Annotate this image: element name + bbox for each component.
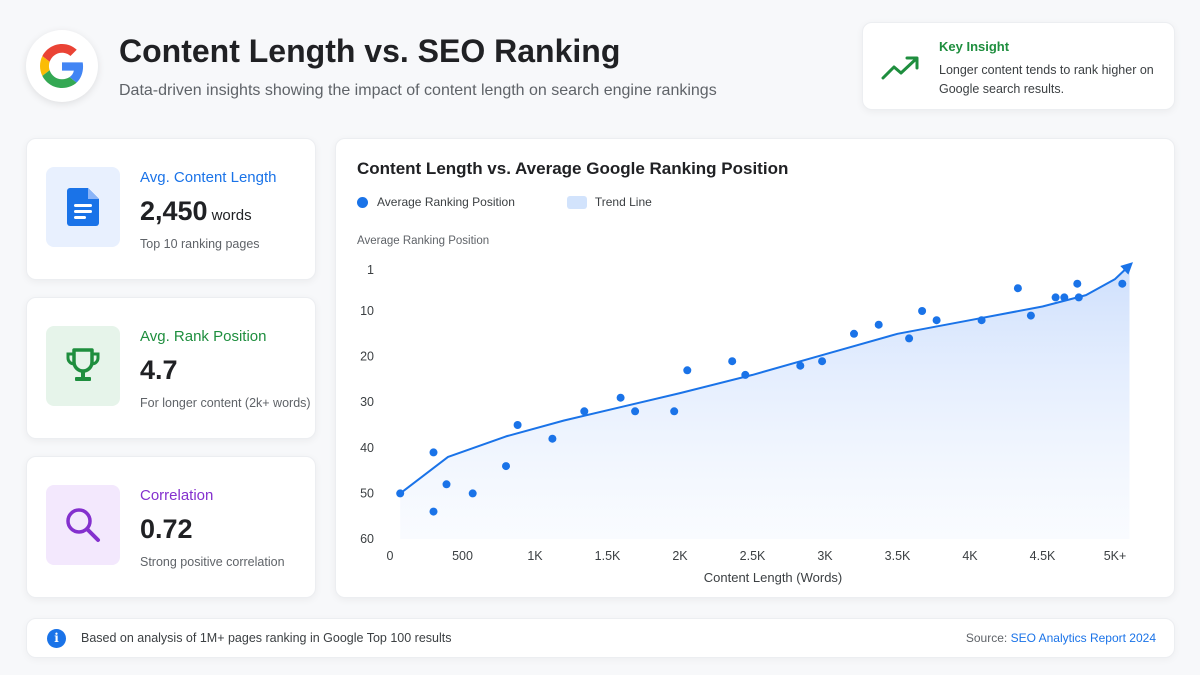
- data-point: [818, 357, 827, 366]
- x-tick-label: 500: [452, 549, 473, 563]
- chart-card: Content Length vs. Average Google Rankin…: [335, 138, 1175, 598]
- data-point: [1118, 279, 1127, 288]
- x-tick-label: 4.5K: [1030, 549, 1056, 563]
- stat-note: Strong positive correlation: [140, 555, 285, 569]
- data-point: [631, 407, 640, 416]
- y-tick-label: 20: [360, 350, 374, 364]
- data-point: [670, 407, 679, 416]
- footer-source: Source: SEO Analytics Report 2024: [966, 631, 1156, 645]
- y-axis-title: Average Ranking Position: [357, 235, 489, 247]
- data-point: [442, 480, 451, 489]
- data-point: [396, 489, 405, 498]
- trending-up-icon: [881, 56, 919, 80]
- stat-icon-box: [46, 167, 120, 247]
- x-tick-label: 3.5K: [885, 549, 911, 563]
- stat-value: 4.7: [140, 355, 178, 386]
- stat-card-correlation: Correlation 0.72 Strong positive correla…: [26, 456, 316, 598]
- page-subtitle: Data-driven insights showing the impact …: [119, 82, 717, 99]
- x-tick-label: 4K: [962, 549, 978, 563]
- legend-swatch-points: [357, 196, 368, 208]
- stat-card-rank-position: Avg. Rank Position 4.7 For longer conten…: [26, 297, 316, 439]
- google-logo: [26, 30, 98, 102]
- stat-value-unit: words: [211, 207, 252, 224]
- data-point: [932, 316, 941, 325]
- plot-area: 1 10 20 30 40 50 60 0 500 1K 1.5K 2K 2.5K 3K 3.5K 4K 4.5…: [360, 262, 1133, 563]
- legend-swatch-trend: [566, 195, 587, 209]
- scatter-chart: Average Ranking Position Content Length …: [357, 235, 1133, 585]
- data-point: [1051, 293, 1060, 302]
- stat-icon-box: [46, 326, 120, 406]
- stat-card-content-length: Avg. Content Length 2,450 words Top 10 ra…: [26, 138, 316, 280]
- y-tick-label: 60: [360, 532, 374, 546]
- data-point: [1074, 293, 1083, 302]
- data-point: [616, 393, 625, 402]
- x-tick-label: 5K+: [1104, 549, 1127, 563]
- y-tick-label: 1: [367, 263, 374, 277]
- key-insight-card: Key Insight Longer content tends to rank…: [862, 22, 1175, 110]
- x-axis-title: Content Length (Words): [704, 570, 843, 585]
- key-insight-text: Longer content tends to rank higher on G…: [939, 63, 1154, 96]
- data-point: [502, 462, 510, 471]
- trophy-icon: [66, 348, 100, 381]
- data-point: [850, 329, 858, 338]
- legend-label-trend: Trend Line: [594, 195, 652, 209]
- document-icon: [67, 188, 99, 226]
- stat-value-number: 0.72: [140, 514, 193, 544]
- data-point: [429, 448, 438, 457]
- stat-label: Correlation: [140, 487, 214, 504]
- y-tick-label: 40: [360, 441, 374, 455]
- data-point: [468, 489, 477, 498]
- footer-source-label: Source:: [965, 631, 1008, 645]
- data-point: [796, 361, 805, 370]
- key-insight-title: Key Insight: [939, 39, 1010, 54]
- data-point: [728, 357, 737, 366]
- footer-source-link[interactable]: SEO Analytics Report 2024: [1010, 631, 1156, 645]
- trend-area: [400, 265, 1130, 539]
- data-point: [429, 507, 438, 516]
- stat-value-number: 2,450: [140, 196, 208, 226]
- data-point: [977, 316, 986, 325]
- data-point: [548, 434, 557, 443]
- y-tick-label: 30: [360, 395, 374, 409]
- stat-label: Avg. Content Length: [140, 169, 277, 186]
- stat-icon-box: [46, 485, 120, 565]
- data-point: [918, 307, 927, 315]
- stat-note: Top 10 ranking pages: [140, 237, 260, 251]
- y-tick-label: 50: [360, 486, 374, 500]
- data-point: [580, 407, 589, 416]
- search-icon: [66, 508, 100, 542]
- page-title: Content Length vs. SEO Ranking: [119, 33, 621, 69]
- stat-value: 2,450 words: [140, 196, 252, 227]
- legend-label-points: Average Ranking Position: [377, 195, 515, 209]
- chart-legend: Average Ranking Position Trend Line: [357, 195, 652, 209]
- data-point: [874, 320, 883, 329]
- y-tick-label: 10: [360, 304, 374, 318]
- data-point: [683, 366, 692, 375]
- x-tick-label: 2.5K: [740, 549, 766, 563]
- x-tick-label: 2K: [672, 549, 688, 563]
- stat-value-number: 4.7: [140, 355, 178, 385]
- google-g-icon: [40, 44, 84, 88]
- stat-value: 0.72: [140, 514, 193, 545]
- data-point: [741, 370, 750, 379]
- x-tick-label: 3K: [817, 549, 833, 563]
- data-point: [1073, 279, 1082, 288]
- x-tick-label: 1.5K: [595, 549, 621, 563]
- stat-note: For longer content (2k+ words): [140, 396, 311, 410]
- data-point: [1060, 293, 1069, 302]
- data-point: [905, 334, 914, 343]
- x-tick-label: 0: [387, 549, 394, 563]
- chart-title: Content Length vs. Average Google Rankin…: [357, 159, 789, 178]
- data-point: [513, 421, 522, 429]
- info-icon: i: [47, 629, 66, 648]
- x-tick-label: 1K: [527, 549, 543, 563]
- footer-note: Based on analysis of 1M+ pages ranking i…: [81, 631, 452, 645]
- stat-label: Avg. Rank Position: [140, 328, 267, 345]
- data-point: [1013, 284, 1022, 293]
- data-point: [1026, 311, 1035, 320]
- footer-bar: i Based on analysis of 1M+ pages ranking…: [26, 618, 1175, 658]
